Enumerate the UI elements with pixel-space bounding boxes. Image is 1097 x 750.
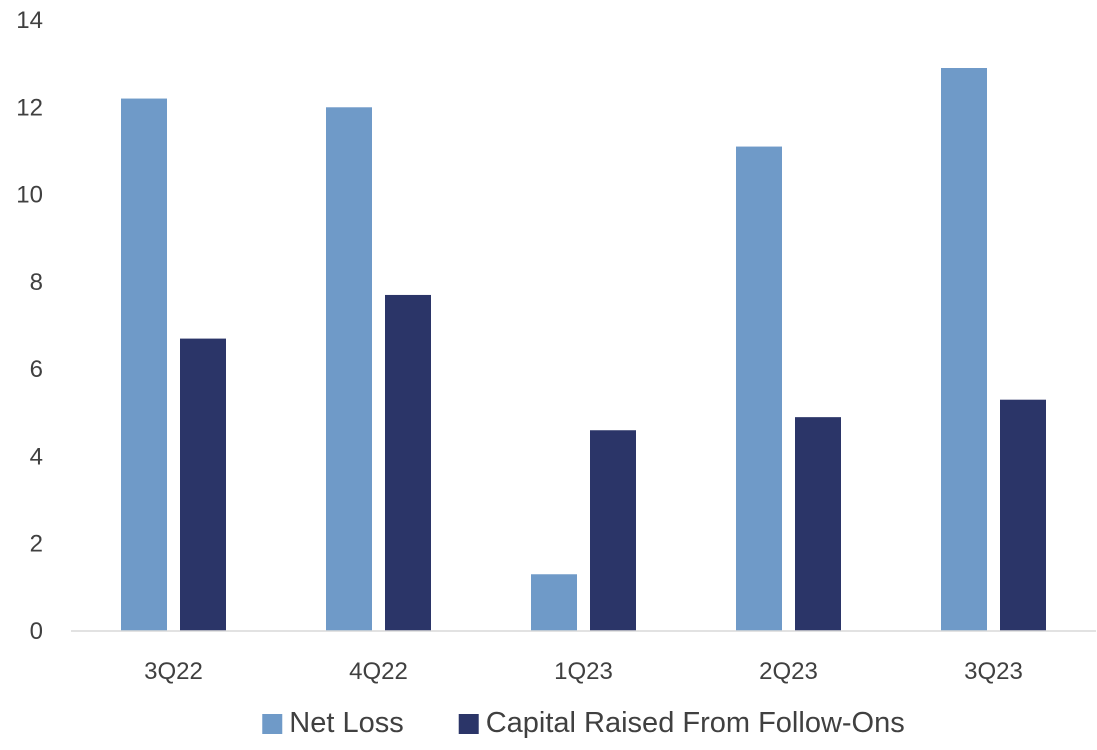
legend-item-net-loss: Net Loss (262, 707, 404, 739)
x-category-label: 2Q23 (759, 658, 818, 685)
bar-capital-raised-from-follow-ons-1q23 (590, 430, 636, 631)
bar-capital-raised-from-follow-ons-3q23 (1000, 399, 1046, 631)
bar-net-loss-3q23 (941, 68, 987, 631)
bar-capital-raised-from-follow-ons-2q23 (795, 417, 841, 631)
legend: Net Loss Capital Raised From Follow-Ons (262, 707, 905, 739)
legend-label: Net Loss (289, 707, 403, 739)
legend-label: Capital Raised From Follow-Ons (486, 707, 905, 739)
y-tick-label: 8 (30, 269, 43, 296)
x-axis: 3Q22 4Q22 1Q23 2Q23 3Q23 (144, 658, 1023, 685)
y-tick-label: 10 (16, 182, 43, 209)
x-category-label: 1Q23 (554, 658, 613, 685)
y-axis: 0 2 4 6 8 10 12 14 (16, 7, 43, 645)
y-tick-label: 0 (30, 618, 43, 645)
x-category-label: 4Q22 (349, 658, 408, 685)
legend-swatch (262, 714, 283, 734)
y-tick-label: 4 (30, 443, 43, 470)
bar-net-loss-1q23 (531, 574, 577, 631)
x-category-label: 3Q22 (144, 658, 203, 685)
y-tick-label: 14 (16, 7, 43, 34)
bar-net-loss-2q23 (736, 146, 782, 632)
y-tick-label: 12 (16, 94, 43, 121)
bar-capital-raised-from-follow-ons-3q22 (180, 338, 226, 631)
bar-net-loss-4q22 (326, 107, 372, 632)
legend-item-capital-raised-from-follow-ons: Capital Raised From Follow-Ons (458, 707, 905, 739)
bars-group (121, 68, 1046, 632)
x-category-label: 3Q23 (964, 658, 1023, 685)
bar-net-loss-3q22 (121, 98, 167, 632)
legend-swatch (458, 714, 479, 734)
y-tick-label: 2 (30, 531, 43, 558)
y-tick-label: 6 (30, 356, 43, 383)
bar-capital-raised-from-follow-ons-4q22 (385, 294, 431, 631)
